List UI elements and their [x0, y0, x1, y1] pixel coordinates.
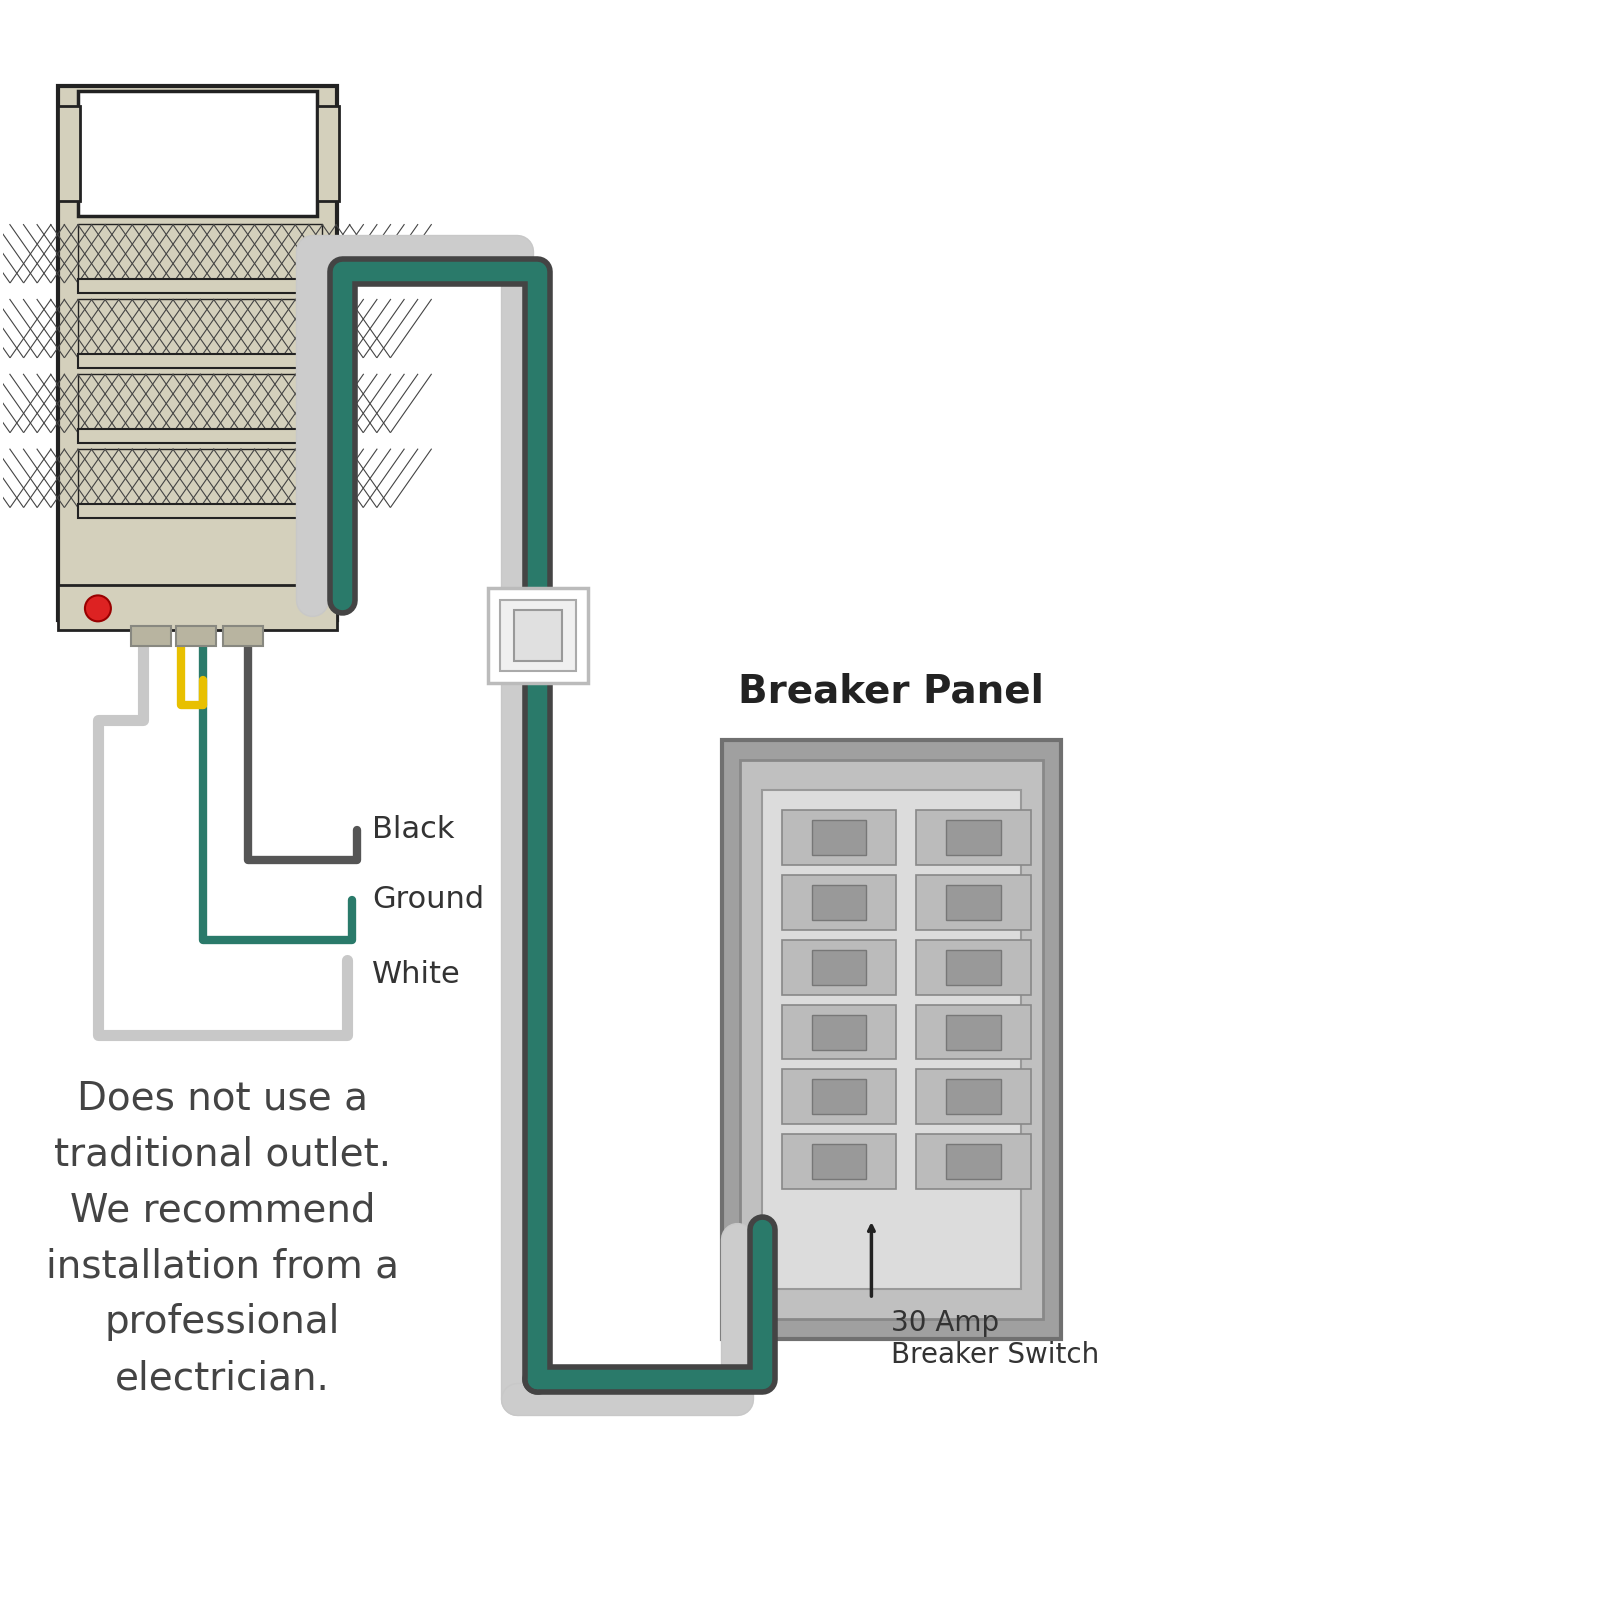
- Bar: [78, 374, 323, 432]
- Bar: [78, 91, 317, 216]
- Bar: [58, 586, 338, 630]
- Bar: [78, 448, 323, 507]
- Text: Ground: Ground: [373, 885, 485, 914]
- Bar: [946, 885, 1002, 920]
- Bar: [946, 1080, 1002, 1114]
- Bar: [222, 626, 262, 646]
- Bar: [946, 1144, 1002, 1179]
- Bar: [917, 939, 1030, 995]
- Bar: [58, 86, 338, 621]
- Bar: [781, 1134, 896, 1189]
- Bar: [811, 819, 867, 854]
- Bar: [946, 819, 1002, 854]
- Bar: [317, 106, 339, 202]
- Bar: [781, 939, 896, 995]
- Bar: [58, 106, 80, 202]
- Bar: [78, 224, 323, 283]
- Text: Does not use a
traditional outlet.
We recommend
installation from a
professional: Does not use a traditional outlet. We re…: [46, 1080, 398, 1397]
- Bar: [131, 626, 171, 646]
- Bar: [739, 760, 1043, 1318]
- Circle shape: [85, 595, 110, 621]
- Bar: [78, 299, 323, 358]
- Bar: [917, 1134, 1030, 1189]
- Bar: [781, 1005, 896, 1059]
- Bar: [811, 1080, 867, 1114]
- Bar: [917, 1005, 1030, 1059]
- Bar: [811, 1144, 867, 1179]
- Bar: [176, 626, 216, 646]
- Bar: [781, 875, 896, 930]
- Bar: [781, 1069, 896, 1125]
- Text: 30 Amp
Breaker Switch: 30 Amp Breaker Switch: [891, 1309, 1099, 1370]
- Bar: [946, 950, 1002, 984]
- Bar: [811, 885, 867, 920]
- Bar: [917, 1069, 1030, 1125]
- Bar: [514, 610, 562, 661]
- Bar: [722, 741, 1061, 1339]
- Bar: [917, 875, 1030, 930]
- Bar: [917, 810, 1030, 866]
- Bar: [501, 600, 576, 672]
- Bar: [78, 429, 323, 443]
- Bar: [488, 589, 587, 683]
- Bar: [946, 1014, 1002, 1050]
- Bar: [762, 790, 1021, 1290]
- Bar: [781, 810, 896, 866]
- Bar: [811, 1014, 867, 1050]
- Text: White: White: [373, 960, 461, 989]
- Text: Black: Black: [373, 816, 454, 845]
- Bar: [78, 354, 323, 368]
- Bar: [811, 950, 867, 984]
- Bar: [78, 278, 323, 293]
- Bar: [78, 504, 323, 517]
- Text: Breaker Panel: Breaker Panel: [739, 672, 1045, 710]
